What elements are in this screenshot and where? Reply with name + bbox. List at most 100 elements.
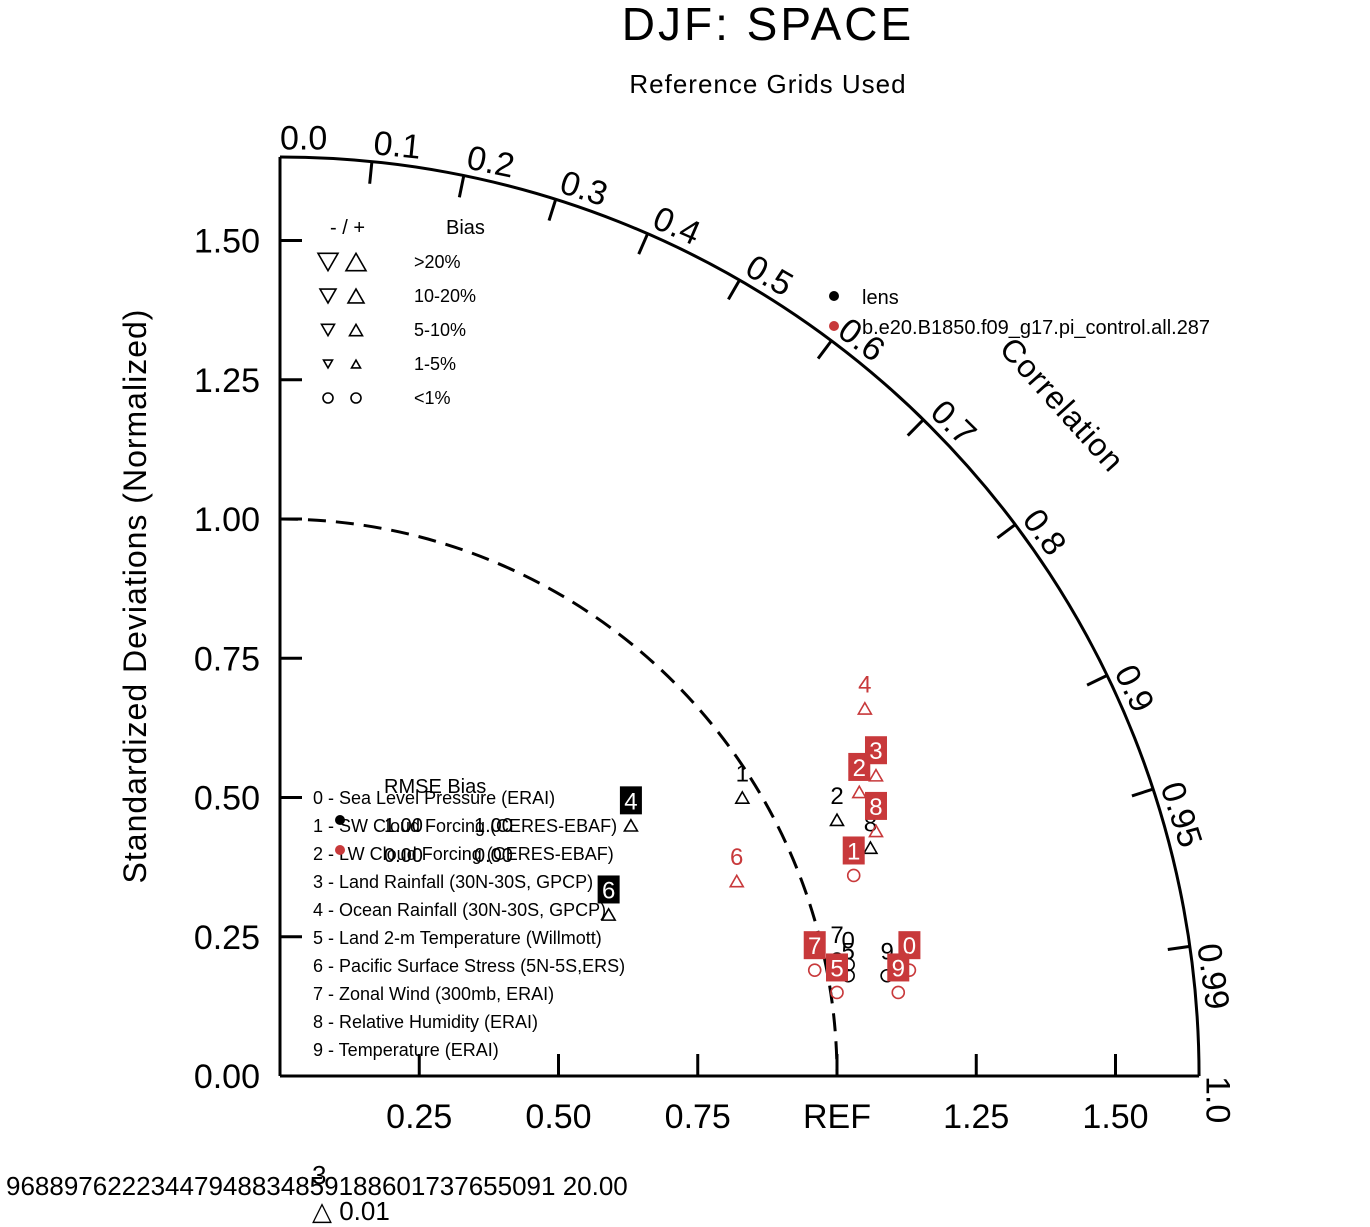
bias-legend-label: 10-20% — [414, 286, 476, 306]
correlation-tick-mark — [1086, 674, 1108, 687]
bias-legend-label: <1% — [414, 388, 451, 408]
x-tick-label: 1.25 — [943, 1098, 1009, 1136]
variable-legend-item: 7 - Zonal Wind (300mb, ERAI) — [313, 984, 554, 1004]
x-tick-label: 1.50 — [1082, 1098, 1148, 1136]
bias-legend-sign-header: - / + — [330, 217, 365, 239]
correlation-tick-label: 0.0 — [280, 119, 327, 157]
triangle-up-icon — [348, 322, 364, 337]
rmse-value: 0.00 — [384, 845, 423, 867]
data-point-marker — [856, 701, 873, 715]
correlation-tick-label: 0.3 — [556, 164, 612, 214]
circle-icon — [350, 392, 362, 404]
x-axis-ticks: 0.25 0.50 0.75 REF 1.25 1.50 — [386, 1054, 1149, 1136]
correlation-tick-mark — [368, 161, 374, 184]
rmse-bias-header: RMSE Bias — [384, 776, 486, 798]
case-marker-icon — [335, 815, 345, 825]
correlation-tick-label: 0.95 — [1153, 777, 1210, 852]
correlation-tick-mark — [906, 418, 925, 437]
data-point-label: 6 — [602, 877, 615, 904]
correlation-tick-label: 0.8 — [1015, 502, 1074, 563]
correlation-tick-mark — [727, 279, 741, 301]
data-point-label: 9 — [892, 955, 905, 982]
correlation-tick-label: 0.7 — [923, 393, 983, 453]
data-point-marker — [829, 812, 845, 827]
y-tick-label: 0.25 — [194, 919, 260, 957]
x-tick-label: REF — [803, 1098, 871, 1136]
data-point-marker — [830, 985, 844, 1000]
correlation-tick-mark — [637, 233, 649, 255]
bias-legend-title: Bias — [446, 217, 485, 239]
data-point-marker — [846, 868, 861, 883]
variable-legend-item: 6 - Pacific Surface Stress (5N-5S,ERS) — [313, 956, 625, 976]
case-legend-label: lens — [862, 287, 899, 309]
data-point-label-box — [898, 931, 921, 960]
variable-legend-item: 9 - Temperature (ERAI) — [313, 1040, 499, 1060]
data-point-label: 1 — [736, 761, 749, 788]
y-axis-ticks: 0.00 0.25 0.50 0.75 1.00 1.25 1.50 — [194, 223, 302, 1096]
case-marker-icon — [335, 845, 345, 855]
bias-legend: - / + Bias >20% 10-20% 5-10% 1-5% <1% — [316, 217, 485, 408]
bias-legend-label: >20% — [414, 252, 461, 272]
x-tick-label: 0.25 — [386, 1098, 452, 1136]
data-point-label-box — [619, 786, 642, 815]
data-point-marker — [728, 873, 745, 888]
correlation-tick-mark — [547, 198, 558, 221]
y-tick-label: 1.50 — [194, 223, 260, 261]
case-marker-icon — [829, 321, 839, 331]
data-point-label-box — [842, 836, 865, 865]
footer: 96889762223447948834859188601737655091 2… — [6, 1160, 628, 1226]
data-point-label: 2 — [853, 755, 866, 782]
correlation-tick-mark — [1167, 944, 1191, 951]
bias-legend-label: 5-10% — [414, 320, 466, 340]
data-point-label: 4 — [624, 788, 637, 815]
outer-arc — [279, 155, 1201, 1077]
data-point-label: 0 — [841, 928, 854, 955]
data-point-label-box — [597, 875, 620, 904]
data-point-marker — [851, 784, 868, 799]
variable-legend-item: 2 - LW Cloud Forcing (CERES-EBAF) — [313, 844, 614, 864]
correlation-tick-mark — [816, 339, 833, 360]
data-point-label-box — [803, 931, 826, 960]
data-point-label: 7 — [808, 933, 821, 960]
correlation-label: Correlation — [993, 330, 1132, 479]
data-point-marker — [868, 823, 884, 838]
data-point-marker — [623, 818, 639, 832]
triangle-up-icon — [346, 287, 366, 304]
data-point-label-box — [848, 752, 871, 781]
correlation-tick-label: 0.2 — [464, 139, 518, 186]
chart-subtitle: Reference Grids Used — [629, 69, 906, 99]
data-point-label: 0 — [903, 933, 916, 960]
variable-legend-item: 5 - Land 2-m Temperature (Willmott) — [313, 928, 602, 948]
correlation-tick-mark — [1131, 787, 1154, 798]
y-tick-label: 1.25 — [194, 362, 260, 400]
x-tick-label: 0.50 — [525, 1098, 591, 1136]
triangle-down-icon — [322, 359, 334, 370]
data-point-label: 6 — [730, 844, 743, 871]
triangle-down-icon — [320, 323, 336, 338]
correlation-tick-label: 0.1 — [372, 124, 423, 167]
data-point-label: 1 — [847, 838, 860, 865]
x-tick-label: 0.75 — [665, 1098, 731, 1136]
data-point-label: 7 — [830, 922, 843, 949]
variable-legend-item: 1 - SW Cloud Forcing (CERES-EBAF) — [313, 816, 617, 836]
y-axis-label: Standardized Deviations (Normalized) — [117, 309, 153, 884]
data-point-marker — [734, 790, 751, 804]
variable-legend-item: 0 - Sea Level Pressure (ERAI) — [313, 788, 555, 808]
correlation-tick-label: 0.4 — [647, 199, 706, 253]
data-point-label-box — [864, 791, 887, 820]
bias-legend-label: 1-5% — [414, 354, 456, 374]
data-point-label: 3 — [869, 738, 882, 765]
y-tick-label: 0.50 — [194, 780, 260, 818]
rmse-value: 1.00 — [384, 815, 423, 837]
data-point-label-box — [826, 953, 848, 982]
correlation-tick-label: 0.5 — [739, 248, 799, 305]
data-point-label: 8 — [869, 794, 882, 821]
triangle-up-icon — [350, 358, 362, 369]
footer-text: 96889762223447948834859188601737655091 2… — [6, 1171, 628, 1201]
y-tick-label: 0.00 — [194, 1058, 260, 1096]
data-point-marker — [600, 907, 617, 921]
variable-legend-item: 4 - Ocean Rainfall (30N-30S, GPCP) — [313, 900, 606, 920]
y-tick-label: 1.00 — [194, 501, 260, 539]
